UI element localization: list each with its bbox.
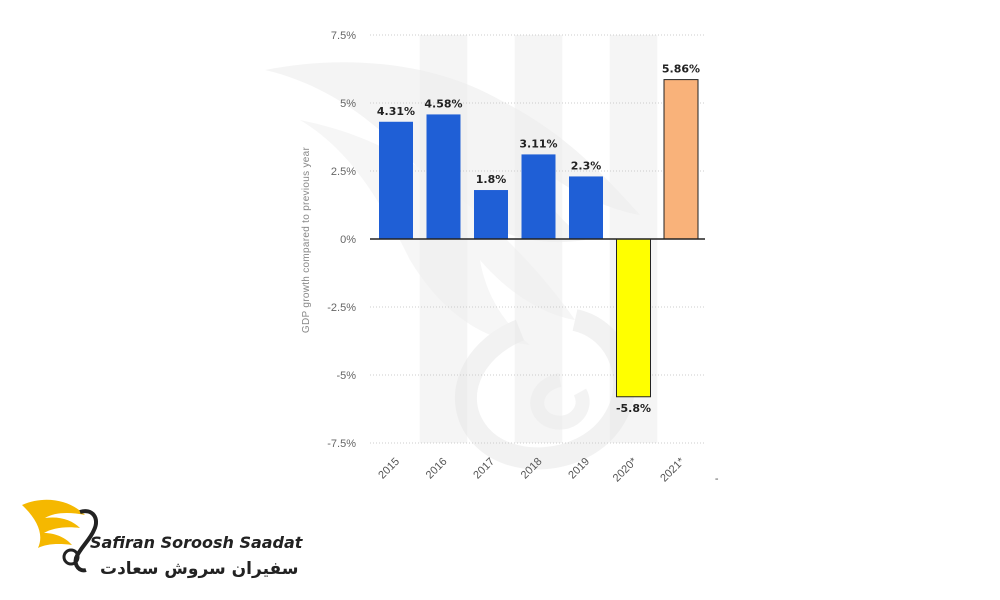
x-tick-label: 2020*: [611, 455, 640, 484]
data-label: -5.8%: [616, 402, 651, 415]
bar: [379, 121, 413, 239]
logo-name-en: Safiran Soroosh Saadat: [90, 533, 304, 552]
data-label: 1.8%: [476, 173, 507, 186]
x-tick-label: 2017: [471, 456, 497, 482]
logo-name-fa: سفیران سروش سعادت: [100, 559, 298, 579]
x-tick-label: -: [715, 473, 719, 485]
y-axis-ticks: 7.5% 5% 2.5% 0% -2.5% -5% -7.5%: [327, 30, 356, 450]
y-tick-label: 0%: [340, 234, 356, 246]
data-label: 2.3%: [571, 159, 602, 172]
bar: [474, 190, 508, 239]
bar: [521, 154, 556, 239]
bar: [616, 238, 651, 398]
y-tick-label: -2.5%: [327, 302, 356, 314]
data-labels: 4.31% 4.58% 1.8% 3.11% 2.3% -5.8% 5.86%: [377, 63, 700, 415]
x-tick-label: 2021*: [658, 455, 687, 484]
data-label: 3.11%: [519, 137, 557, 150]
bar: [569, 176, 603, 239]
y-tick-label: -5%: [336, 370, 356, 382]
y-tick-label: 7.5%: [331, 30, 356, 42]
data-label: 4.58%: [424, 97, 462, 110]
data-label: 5.86%: [662, 63, 700, 76]
bar: [426, 114, 461, 239]
bars: [379, 79, 699, 398]
x-tick-label: 2015: [376, 456, 402, 482]
y-axis-label: GDP growth compared to previous year: [301, 147, 312, 334]
bar: [663, 79, 699, 240]
data-label: 4.31%: [377, 105, 415, 118]
y-tick-label: 2.5%: [331, 166, 356, 178]
y-tick-label: -7.5%: [327, 438, 356, 450]
x-tick-label: 2016: [424, 456, 450, 482]
y-tick-label: 5%: [340, 98, 356, 110]
logo-wing-icon: [22, 499, 99, 573]
logo: Safiran Soroosh Saadat سفیران سروش سعادت: [22, 499, 304, 579]
